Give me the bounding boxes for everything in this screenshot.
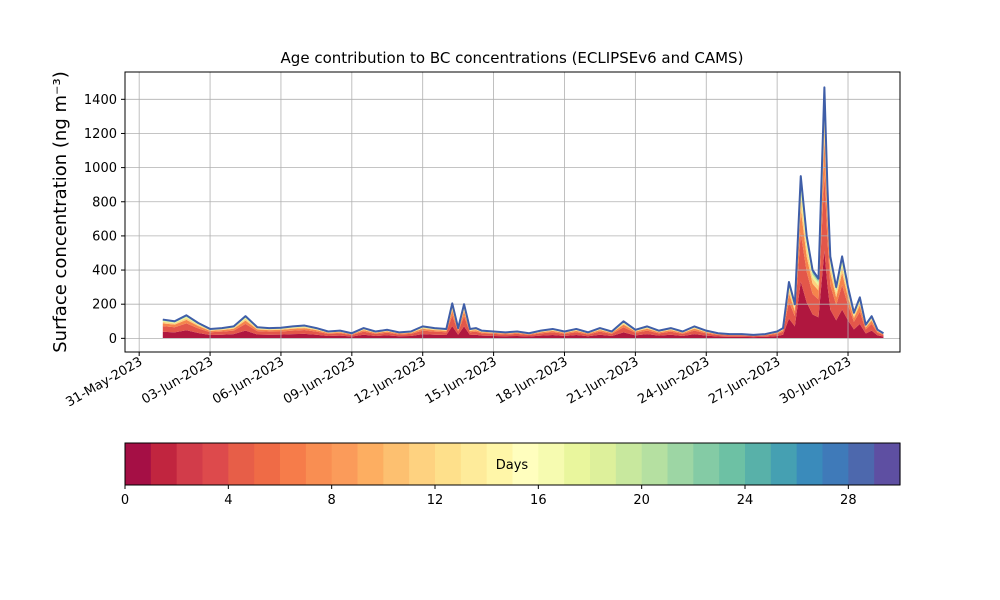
colorbar-swatch [125, 443, 152, 485]
x-tick-label: 30-Jun-2023 [777, 354, 854, 407]
age-band-16-20 [162, 104, 884, 336]
x-tick-label: 03-Jun-2023 [139, 354, 216, 407]
colorbar-swatch [719, 443, 746, 485]
colorbar-swatch [331, 443, 359, 485]
colorbar-swatch [874, 443, 901, 485]
colorbar-swatch [254, 443, 281, 485]
colorbar-tick-label: 16 [530, 493, 547, 508]
x-tick-label: 09-Jun-2023 [281, 354, 358, 407]
colorbar-tick-label: 4 [224, 493, 232, 508]
colorbar-swatch [770, 443, 798, 485]
colorbar-swatch [305, 443, 333, 485]
colorbar-tick-label: 12 [427, 493, 444, 508]
colorbar-swatch [486, 443, 514, 485]
age-bands [162, 87, 884, 339]
y-tick-label: 800 [92, 195, 117, 210]
age-band-4-8 [162, 175, 884, 338]
age-band-24-28 [162, 92, 884, 336]
x-tick-label: 31-May-2023 [63, 354, 145, 410]
colorbar-swatch [280, 443, 307, 485]
colorbar-swatch [460, 443, 488, 485]
total-series [162, 86, 884, 336]
age-band-0-4 [162, 250, 884, 339]
colorbar-swatch [202, 443, 229, 485]
colorbar-swatch [538, 443, 565, 485]
x-tick-label: 27-Jun-2023 [706, 354, 783, 407]
y-tick-label: 1200 [84, 127, 117, 142]
y-axis-label: Surface concentration (ng m⁻³) [50, 71, 71, 353]
colorbar-swatch [435, 443, 462, 485]
y-tick-label: 1000 [84, 161, 117, 176]
colorbar-swatch [228, 443, 255, 485]
chart-title: Age contribution to BC concentrations (E… [281, 49, 744, 67]
colorbar-tick-label: 8 [328, 493, 336, 508]
colorbar-swatch [693, 443, 720, 485]
colorbar-swatch [150, 443, 178, 485]
x-tick-label: 24-Jun-2023 [635, 354, 712, 407]
y-axis-ticks: 0 200 400 600 800 1000 1200 1400 [84, 93, 125, 347]
colorbar-swatch [822, 443, 849, 485]
colorbar-swatch [409, 443, 436, 485]
colorbar-frame [124, 442, 901, 486]
plot-frame [124, 71, 901, 353]
colorbar-swatch [512, 443, 539, 485]
age-band-12-16 [162, 117, 884, 336]
total-line [162, 86, 884, 336]
y-tick-label: 1400 [84, 93, 117, 108]
colorbar: 0 4 8 12 16 20 24 28 [121, 442, 901, 508]
colorbar-swatch [667, 443, 694, 485]
x-tick-label: 06-Jun-2023 [210, 354, 287, 407]
x-tick-label: 21-Jun-2023 [565, 354, 642, 407]
colorbar-swatch [383, 443, 410, 485]
x-axis-ticks: 31-May-202303-Jun-202306-Jun-202309-Jun-… [63, 352, 854, 410]
colorbar-tick-label: 0 [121, 493, 129, 508]
colorbar-swatch [176, 443, 204, 485]
colorbar-swatch [564, 443, 591, 485]
colorbar-swatch [357, 443, 384, 485]
y-tick-label: 200 [92, 298, 117, 313]
x-tick-label: 15-Jun-2023 [423, 354, 500, 407]
y-tick-label: 600 [92, 229, 117, 244]
colorbar-swatch [590, 443, 617, 485]
colorbar-tick-label: 20 [633, 493, 650, 508]
colorbar-swatch [615, 443, 643, 485]
colorbar-swatch [745, 443, 772, 485]
y-tick-label: 400 [92, 264, 117, 279]
colorbar-label: Days [496, 458, 529, 473]
y-tick-label: 0 [109, 332, 117, 347]
colorbar-tick-label: 24 [737, 493, 754, 508]
colorbar-swatch [796, 443, 824, 485]
colorbar-swatch [641, 443, 669, 485]
age-band-28-30 [162, 87, 884, 336]
colorbar-tick-label: 28 [840, 493, 857, 508]
colorbar-swatch [848, 443, 875, 485]
grid-lines [125, 72, 900, 352]
x-tick-label: 18-Jun-2023 [494, 354, 571, 407]
x-tick-label: 12-Jun-2023 [352, 354, 429, 407]
